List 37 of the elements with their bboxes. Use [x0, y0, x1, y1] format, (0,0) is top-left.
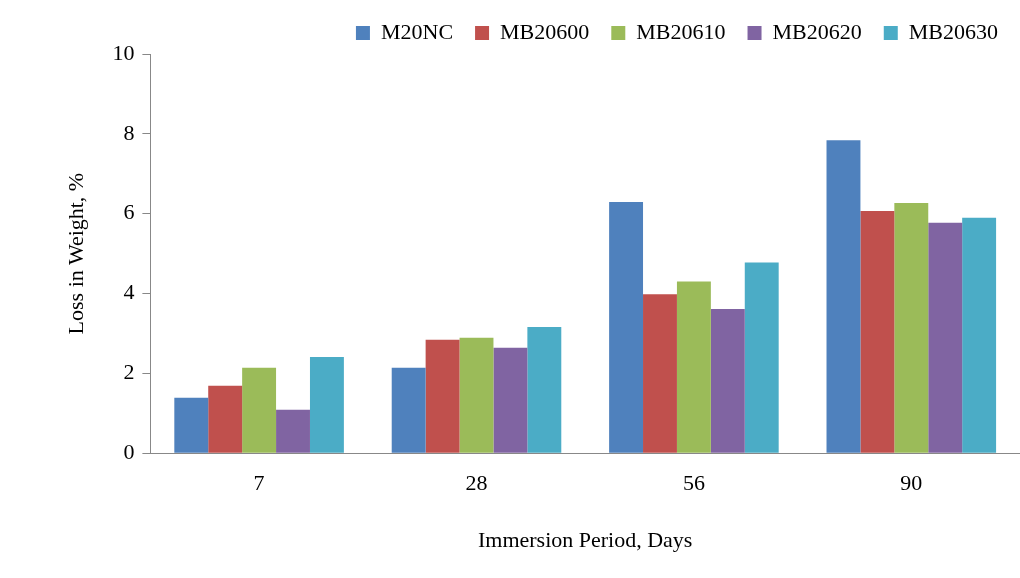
bar [208, 385, 243, 453]
bar [309, 356, 344, 453]
y-tick-label: 6 [123, 199, 135, 225]
bar [493, 347, 528, 453]
y-tick-label: 10 [112, 39, 135, 65]
bar [425, 339, 460, 453]
bar [391, 367, 426, 453]
bar [174, 397, 209, 453]
bar [276, 409, 310, 453]
bar [242, 367, 277, 453]
legend-label: MB20620 [772, 18, 862, 44]
bar [860, 210, 895, 453]
legend-label: MB20610 [636, 18, 726, 44]
x-axis-title: Immersion Period, Days [477, 526, 693, 552]
x-tick-label: 28 [465, 470, 488, 496]
bar [928, 222, 963, 453]
bar [744, 262, 779, 453]
legend-label: M20NC [380, 18, 454, 44]
bar [459, 337, 494, 453]
y-tick-label: 2 [123, 359, 135, 385]
bar [826, 140, 861, 453]
x-tick-label: 56 [682, 470, 705, 496]
x-tick-label: 7 [253, 470, 265, 496]
bar [710, 309, 745, 453]
legend-label: MB20600 [500, 18, 590, 44]
y-axis-title: Loss in Weight, % [62, 172, 88, 335]
bar [527, 327, 562, 453]
bar [676, 281, 711, 453]
bar [643, 294, 677, 453]
y-tick-label: 8 [123, 119, 135, 145]
legend-label: MB20630 [908, 18, 999, 44]
y-tick-label: 0 [123, 438, 135, 464]
bar [894, 202, 929, 453]
bar [962, 217, 997, 453]
x-tick-label: 90 [900, 470, 923, 496]
bar [609, 202, 644, 453]
y-tick-label: 4 [123, 279, 135, 305]
